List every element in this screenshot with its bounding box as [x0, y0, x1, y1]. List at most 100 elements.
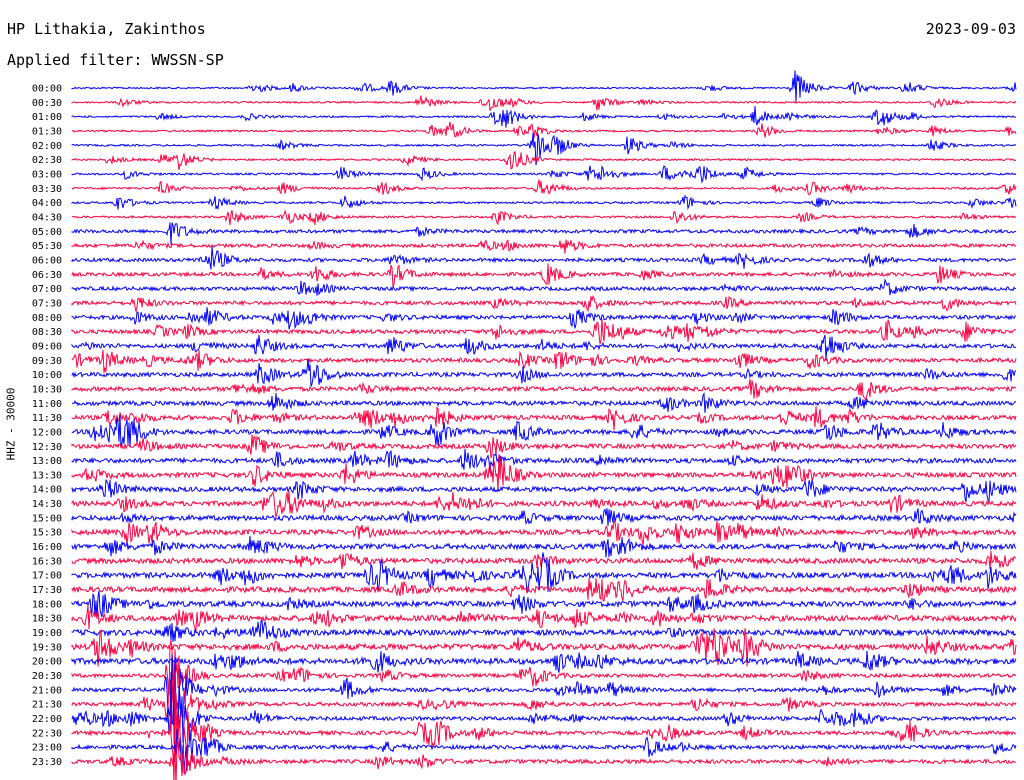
tick-label-0100: 01:00 — [32, 112, 62, 123]
tick-label-1800: 18:00 — [32, 599, 62, 610]
tick-label-0030: 00:30 — [32, 98, 62, 109]
tick-label-0500: 05:00 — [32, 227, 62, 238]
trace-1430 — [71, 490, 1017, 518]
tick-label-2100: 21:00 — [32, 685, 62, 696]
trace-group — [71, 70, 1017, 780]
trace-2000 — [71, 650, 1017, 673]
trace-0600 — [71, 246, 1017, 270]
tick-label-2330: 23:30 — [32, 757, 62, 768]
tick-label-1630: 16:30 — [32, 556, 62, 567]
tick-label-0130: 01:30 — [32, 126, 62, 137]
tick-label-1000: 10:00 — [32, 370, 62, 381]
tick-label-2200: 22:00 — [32, 714, 62, 725]
tick-label-0630: 06:30 — [32, 270, 62, 281]
tick-label-1100: 11:00 — [32, 399, 62, 410]
tick-label-group: 00:00 00:30 01:00 01:30 02:00 02:30 03:00 03:30… — [32, 84, 62, 769]
tick-label-1130: 11:30 — [32, 413, 62, 424]
trace-0700 — [71, 278, 1017, 296]
trace-0200 — [71, 132, 1017, 166]
trace-0100 — [71, 106, 1017, 128]
tick-label-2000: 20:00 — [32, 657, 62, 668]
tick-label-1430: 14:30 — [32, 499, 62, 510]
tick-label-0830: 08:30 — [32, 327, 62, 338]
trace-1230 — [71, 434, 1017, 459]
tick-label-0200: 02:00 — [32, 141, 62, 152]
tick-label-0530: 05:30 — [32, 241, 62, 252]
tick-label-1230: 12:30 — [32, 442, 62, 453]
tick-label-2130: 21:30 — [32, 700, 62, 711]
tick-label-1700: 17:00 — [32, 571, 62, 582]
tick-label-0430: 04:30 — [32, 212, 62, 223]
trace-1930 — [71, 628, 1017, 667]
tick-label-0930: 09:30 — [32, 356, 62, 367]
trace-0930 — [71, 349, 1017, 373]
tick-label-0330: 03:30 — [32, 184, 62, 195]
tick-label-1200: 12:00 — [32, 427, 62, 438]
tick-label-0800: 08:00 — [32, 313, 62, 324]
tick-label-2030: 20:30 — [32, 671, 62, 682]
tick-label-0400: 04:00 — [32, 198, 62, 209]
trace-0730 — [71, 295, 1017, 313]
trace-0500 — [71, 222, 1017, 245]
trace-1700 — [71, 552, 1017, 594]
trace-0830 — [71, 319, 1017, 345]
trace-1730 — [71, 578, 1017, 603]
trace-1030 — [71, 379, 1017, 401]
tick-label-0300: 03:00 — [32, 169, 62, 180]
trace-1330 — [71, 454, 1017, 492]
tick-label-0700: 07:00 — [32, 284, 62, 295]
trace-0630 — [71, 263, 1017, 288]
tick-label-1400: 14:00 — [32, 485, 62, 496]
tick-label-2300: 23:00 — [32, 743, 62, 754]
tick-label-1730: 17:30 — [32, 585, 62, 596]
trace-1400 — [71, 479, 1017, 504]
trace-0000 — [71, 70, 1017, 103]
tick-label-1300: 13:00 — [32, 456, 62, 467]
trace-0530 — [71, 239, 1017, 254]
trace-1000 — [71, 359, 1017, 387]
tick-label-0000: 00:00 — [32, 84, 62, 95]
trace-0330 — [71, 179, 1017, 196]
trace-0900 — [71, 334, 1017, 360]
trace-0400 — [71, 194, 1017, 211]
filter-label: Applied filter: WWSSN-SP — [7, 51, 224, 69]
trace-2030 — [71, 639, 1017, 701]
tick-label-1900: 19:00 — [32, 628, 62, 639]
tick-label-0600: 06:00 — [32, 255, 62, 266]
tick-label-1600: 16:00 — [32, 542, 62, 553]
trace-2200 — [71, 672, 1017, 763]
trace-0800 — [71, 307, 1017, 330]
tick-label-1530: 15:30 — [32, 528, 62, 539]
trace-0300 — [71, 165, 1017, 184]
trace-2130 — [71, 678, 1017, 744]
trace-1300 — [71, 448, 1017, 473]
trace-1800 — [71, 590, 1017, 619]
trace-2300 — [71, 728, 1017, 776]
trace-0030 — [71, 95, 1017, 111]
date-label: 2023-09-03 — [925, 20, 1016, 38]
tick-label-2230: 22:30 — [32, 728, 62, 739]
tick-label-1030: 10:30 — [32, 384, 62, 395]
trace-0130 — [71, 121, 1017, 139]
tick-label-0230: 02:30 — [32, 155, 62, 166]
trace-1900 — [71, 620, 1017, 642]
trace-1500 — [71, 508, 1017, 527]
tick-label-0900: 09:00 — [32, 341, 62, 352]
trace-1530 — [71, 521, 1017, 546]
tick-label-1830: 18:30 — [32, 614, 62, 625]
tick-label-0730: 07:30 — [32, 298, 62, 309]
tick-label-1330: 13:30 — [32, 470, 62, 481]
trace-1100 — [71, 391, 1017, 413]
trace-1600 — [71, 535, 1017, 558]
tick-label-1500: 15:00 — [32, 513, 62, 524]
tick-label-1930: 19:30 — [32, 642, 62, 653]
trace-0230 — [71, 150, 1017, 170]
trace-2230 — [71, 671, 1017, 780]
trace-1200 — [71, 415, 1017, 449]
trace-2330 — [71, 738, 1017, 780]
trace-2100 — [71, 654, 1017, 733]
trace-0430 — [71, 209, 1017, 226]
trace-1130 — [71, 406, 1017, 431]
station-title: HP Lithakia, Zakinthos — [7, 20, 206, 38]
